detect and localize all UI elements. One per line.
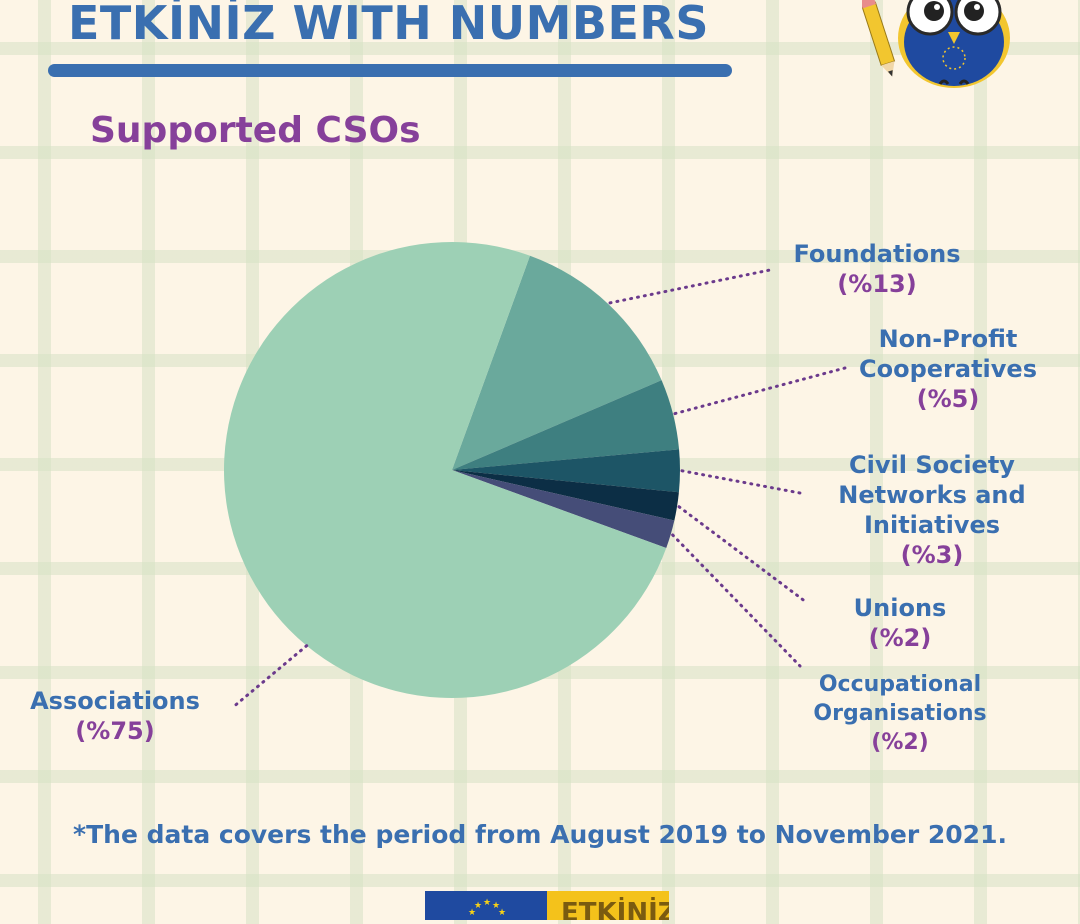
pie-slice-associations <box>224 242 667 699</box>
pie-slice-unions <box>452 470 679 521</box>
label-occupational-organisations: Occupational Organisations (%2) <box>813 672 987 755</box>
leader-line-associations <box>230 644 309 710</box>
data-period-note: *The data covers the period from August … <box>73 820 1007 849</box>
pie-slice-occupational-organisations <box>452 470 675 548</box>
leader-line-unions <box>677 505 808 604</box>
leader-line-non-profit-cooperatives <box>673 366 847 416</box>
label-civil-society-networks: Civil Society Networks and Initiatives (… <box>838 451 1026 569</box>
svg-text:★: ★ <box>498 908 506 918</box>
label-foundations: Foundations (%13) <box>793 240 961 298</box>
label-unions: Unions (%2) <box>853 594 947 652</box>
owl-mascot-icon <box>862 0 1010 88</box>
svg-text:★: ★ <box>492 901 500 911</box>
label-non-profit-cooperatives: Non-Profit Cooperatives (%5) <box>859 325 1037 413</box>
svg-text:★: ★ <box>468 908 476 918</box>
etkiniz-wordmark: ETKİNİZ <box>547 891 669 920</box>
etkiniz-eu-logo: ★ ★ ★ ★ ★ ETKİNİZ <box>425 891 669 920</box>
leader-line-occupational-organisations <box>671 533 802 668</box>
label-associations: Associations (%75) <box>30 687 200 745</box>
pie-slice-non-profit-cooperatives <box>452 380 680 470</box>
leader-line-foundations <box>608 268 772 305</box>
page-title: ETKİNİZ WITH NUMBERS <box>68 0 709 50</box>
pie-slice-foundations <box>452 255 662 470</box>
chart-subtitle: Supported CSOs <box>90 110 421 151</box>
svg-text:★: ★ <box>483 898 491 908</box>
pie-slice-civil-society-networks-and-initiatives <box>452 449 681 493</box>
leader-line-civil-society-networks-and-initiatives <box>680 469 802 495</box>
eu-flag-icon: ★ ★ ★ ★ ★ <box>425 891 547 920</box>
svg-text:★: ★ <box>474 901 482 911</box>
title-underline <box>48 64 732 77</box>
